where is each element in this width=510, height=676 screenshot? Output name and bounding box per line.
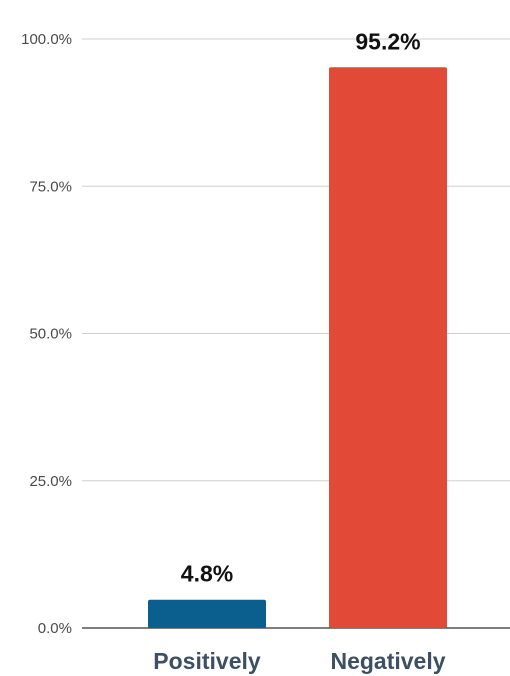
x-axis-category-labels: Positively Negatively xyxy=(153,648,445,674)
y-tick-label: 25.0% xyxy=(29,473,72,490)
y-axis-tick-labels: 0.0% 25.0% 50.0% 75.0% 100.0% xyxy=(21,31,72,637)
y-tick-label: 75.0% xyxy=(29,178,72,195)
data-labels: 4.8% 95.2% xyxy=(181,28,421,586)
category-label-positively: Positively xyxy=(153,648,261,674)
data-label-positively: 4.8% xyxy=(181,561,233,587)
data-label-negatively: 95.2% xyxy=(355,28,420,54)
bar-positively xyxy=(148,599,266,628)
category-label-negatively: Negatively xyxy=(330,648,445,674)
y-tick-label: 0.0% xyxy=(38,620,72,637)
bars xyxy=(148,67,447,629)
y-tick-label: 100.0% xyxy=(21,31,72,48)
y-tick-label: 50.0% xyxy=(29,326,72,343)
bar-negatively xyxy=(329,67,447,629)
